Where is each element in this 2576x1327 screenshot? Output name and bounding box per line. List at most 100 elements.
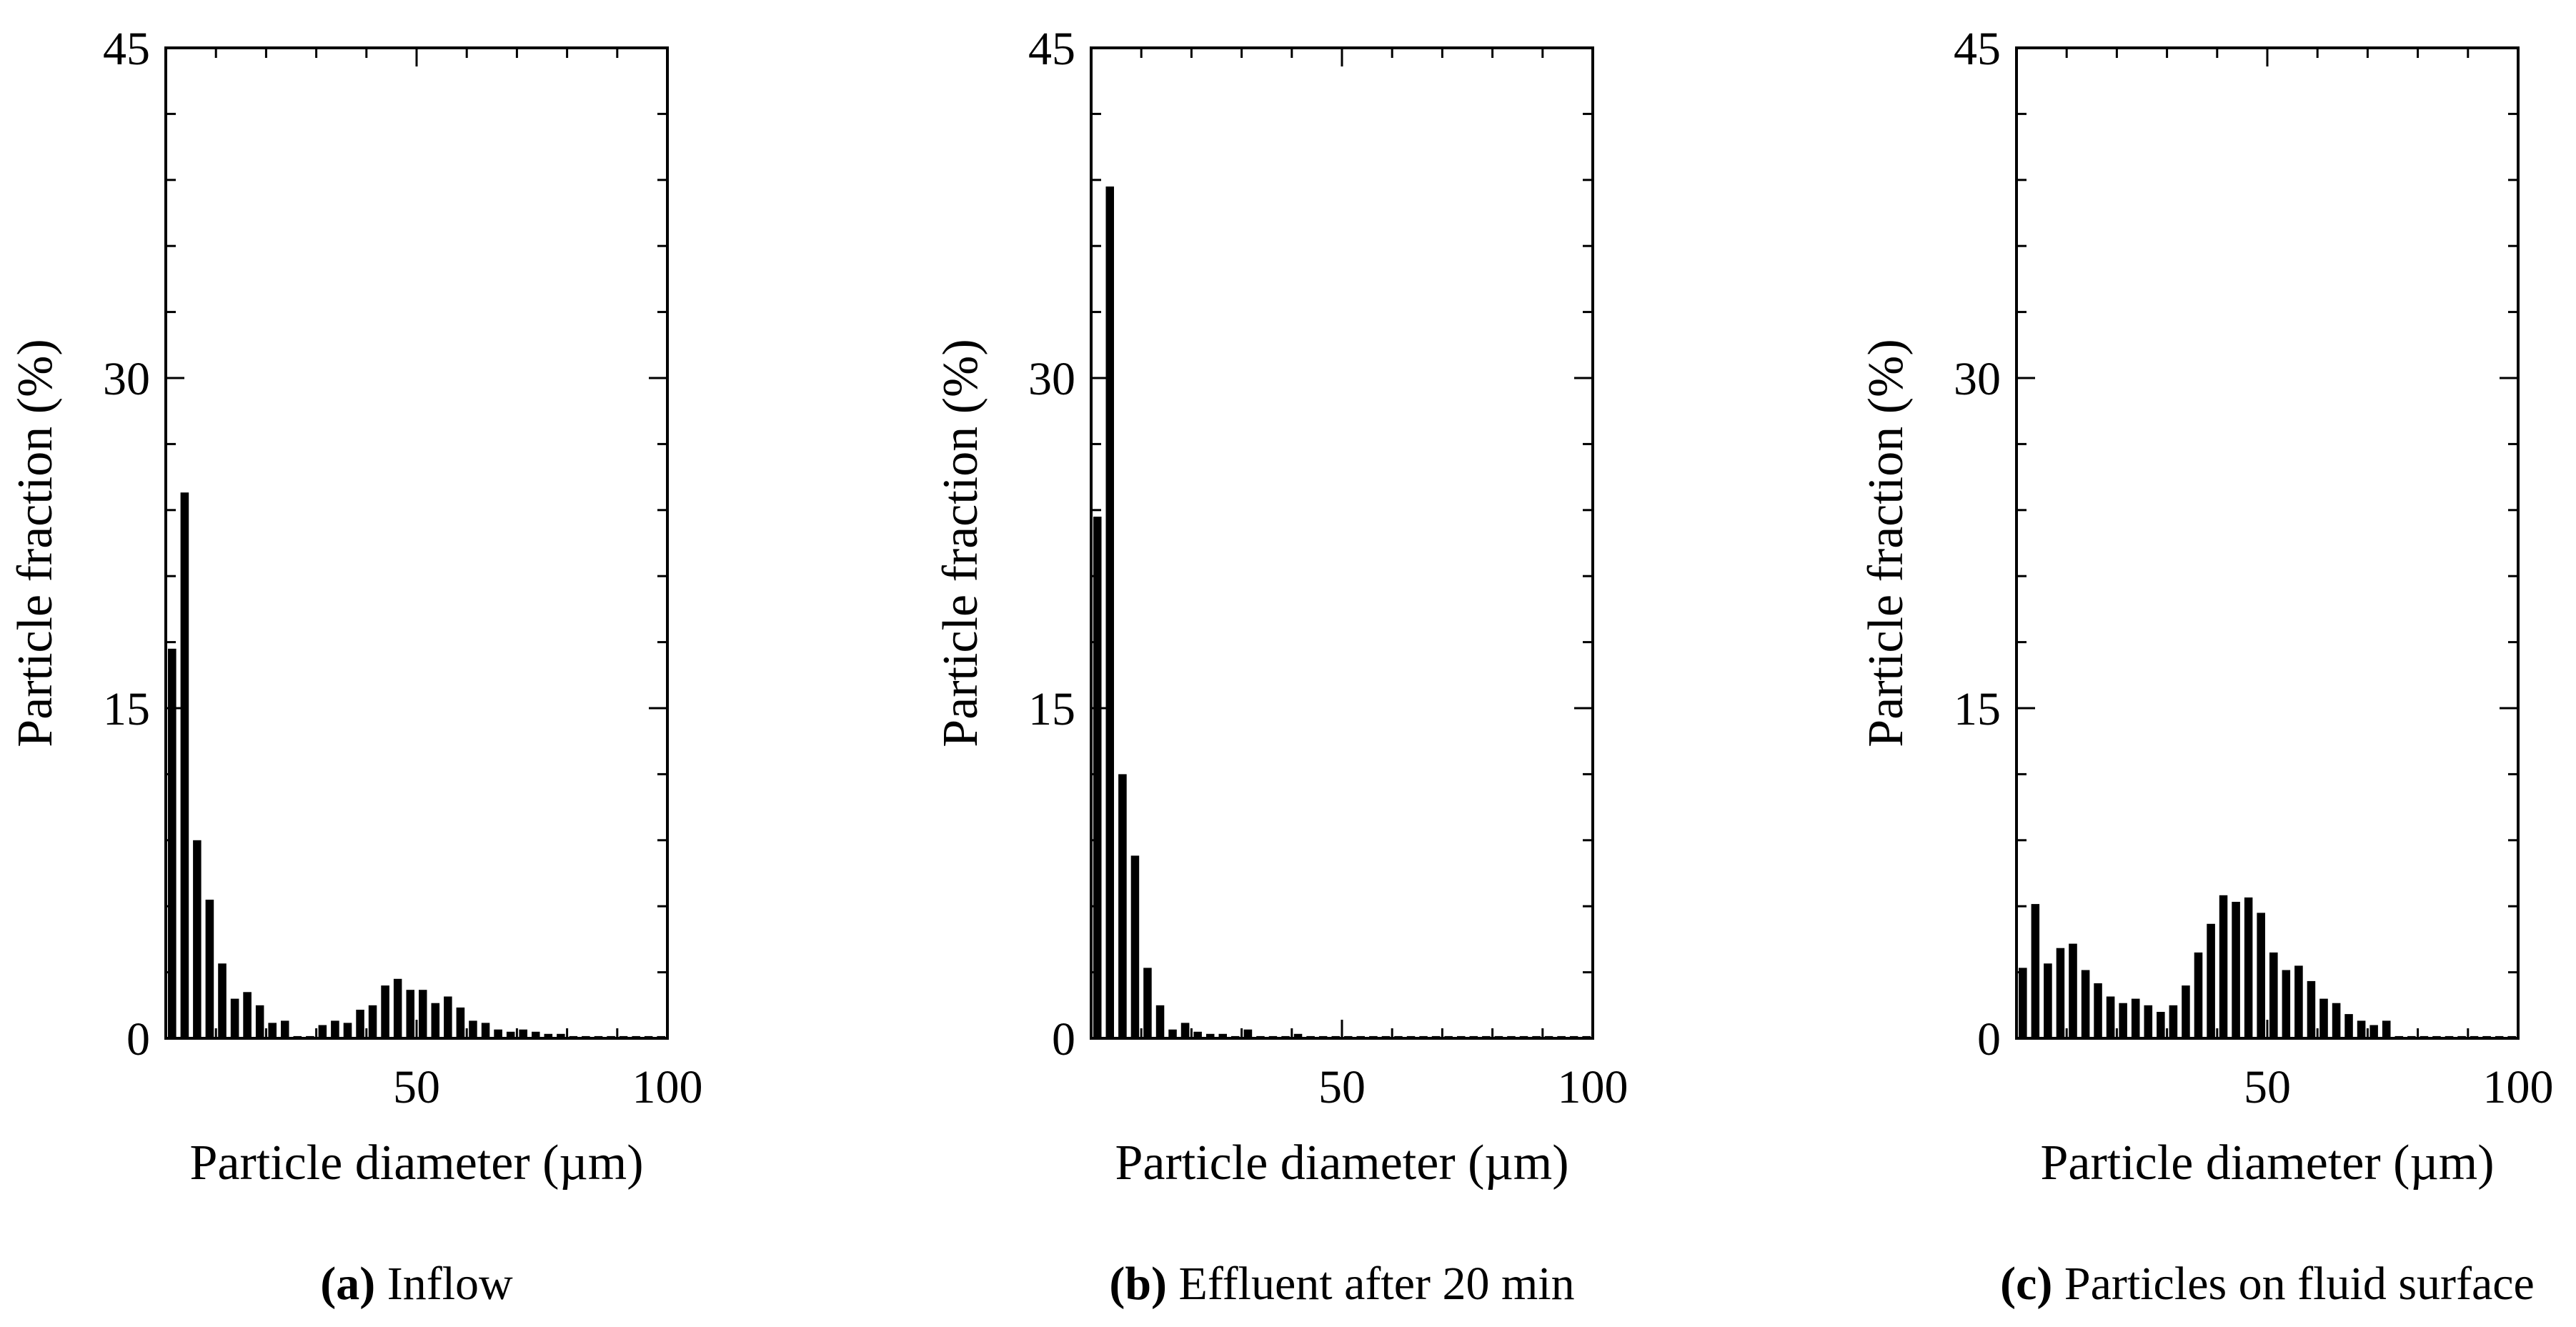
bar-3-16 [2207,923,2215,1038]
y-axis-label: Particle fraction (%) [933,339,988,747]
bar-3-25 [2319,998,2328,1038]
bar-3-2 [2031,904,2040,1038]
bar-3-9 [2119,1003,2127,1038]
caption-prefix: (b) [1109,1258,1167,1310]
subfigure-caption: (c) Particles on fluid surface [2000,1258,2535,1310]
y-tick-label: 45 [1954,23,2001,75]
bar-3-21 [2269,952,2278,1038]
chart-panel-1: 0 15 30 45 50 100 Particle diameter (µm) Partic… [8,23,703,1310]
bar-1-5 [218,963,227,1038]
bar-1-8 [255,1005,264,1038]
caption-prefix: (c) [2000,1258,2052,1310]
bar-1-22 [431,1003,440,1038]
caption-text: Effluent after 20 min [1167,1258,1575,1310]
bar-1-23 [444,996,452,1038]
bar-1-20 [406,990,414,1038]
x-axis-label: Particle diameter (µm) [189,1135,643,1191]
bar-2-6 [1155,1005,1165,1038]
y-axis-label: Particle fraction (%) [1859,339,1914,747]
bar-1-19 [393,978,402,1038]
x-tick-label: 100 [632,1061,703,1113]
bar-3-3 [2044,963,2052,1038]
bar-1-31 [544,1033,553,1038]
bar-3-15 [2194,952,2203,1038]
bar-1-4 [205,900,214,1038]
x-tick-label: 50 [2244,1061,2291,1113]
x-tick-label: 50 [393,1061,440,1113]
y-tick-label: 15 [103,683,150,735]
bar-1-17 [368,1005,377,1038]
bar-1-27 [494,1029,502,1038]
bar-2-13 [1243,1029,1253,1038]
x-tick-label: 50 [1318,1061,1366,1113]
bar-3-6 [2081,970,2090,1038]
subfigure-caption: (a) Inflow [320,1258,513,1310]
bar-3-7 [2094,983,2102,1038]
x-axis-label: Particle diameter (µm) [1115,1135,1568,1191]
bar-3-4 [2056,948,2065,1038]
bar-2-1 [1093,517,1102,1038]
chart-panel-2: 0 15 30 45 50 100 Particle diameter (µm) Partic… [933,23,1628,1310]
bar-2-3 [1118,774,1127,1038]
bar-1-16 [356,1010,364,1038]
bar-3-22 [2282,970,2291,1038]
y-tick-label: 30 [1028,353,1075,405]
bar-3-23 [2294,965,2303,1038]
bar-3-29 [2369,1025,2378,1038]
bar-3-18 [2232,902,2240,1038]
bar-3-27 [2344,1014,2353,1038]
bar-3-30 [2382,1020,2391,1038]
bar-2-9 [1193,1031,1202,1038]
y-tick-label: 45 [1028,23,1075,75]
x-axis-label: Particle diameter (µm) [2040,1135,2494,1191]
bar-2-10 [1206,1033,1215,1038]
y-tick-label: 15 [1954,683,2001,735]
bar-3-12 [2157,1012,2165,1038]
bar-1-26 [481,1023,490,1038]
y-tick-label: 45 [103,23,150,75]
bar-3-1 [2019,968,2027,1038]
bar-1-7 [243,992,252,1038]
bar-1-32 [557,1033,565,1038]
plot-frame [164,46,669,1040]
bar-2-2 [1105,187,1114,1038]
bar-1-10 [281,1020,289,1038]
subfigure-caption: (b) Effluent after 20 min [1109,1258,1574,1310]
bar-1-13 [318,1025,327,1038]
bar-3-5 [2069,943,2077,1038]
bar-3-13 [2169,1005,2178,1038]
bar-1-25 [469,1020,477,1038]
bar-2-17 [1293,1033,1303,1038]
bar-1-29 [519,1029,527,1038]
bar-2-4 [1130,855,1140,1038]
caption-text: Particles on fluid surface [2052,1258,2534,1310]
y-tick-label: 30 [1954,353,2001,405]
bar-3-14 [2182,985,2190,1038]
y-tick-label: 0 [1052,1013,1075,1065]
y-tick-label: 0 [126,1013,150,1065]
bar-3-10 [2131,998,2140,1038]
bar-1-30 [532,1031,540,1038]
bar-3-28 [2357,1020,2366,1038]
x-tick-label: 100 [2483,1061,2554,1113]
bar-1-15 [343,1023,352,1038]
bar-3-26 [2332,1003,2341,1038]
y-tick-label: 30 [103,353,150,405]
caption-text: Inflow [375,1258,513,1310]
plot-frame [2015,46,2520,1040]
bar-1-6 [230,998,239,1038]
bar-3-8 [2106,996,2115,1038]
bar-2-11 [1218,1033,1227,1038]
plot-frame [1090,46,1594,1040]
y-tick-label: 15 [1028,683,1075,735]
bar-1-24 [456,1007,465,1038]
caption-prefix: (a) [320,1258,375,1310]
bar-3-24 [2307,980,2316,1038]
bar-1-14 [331,1020,339,1038]
chart-panel-3: 0 15 30 45 50 100 Particle diameter (µm) Partic… [1859,23,2554,1310]
bar-1-2 [180,492,189,1038]
bar-3-20 [2257,913,2265,1038]
bar-3-17 [2219,895,2228,1038]
bar-2-7 [1168,1029,1177,1038]
